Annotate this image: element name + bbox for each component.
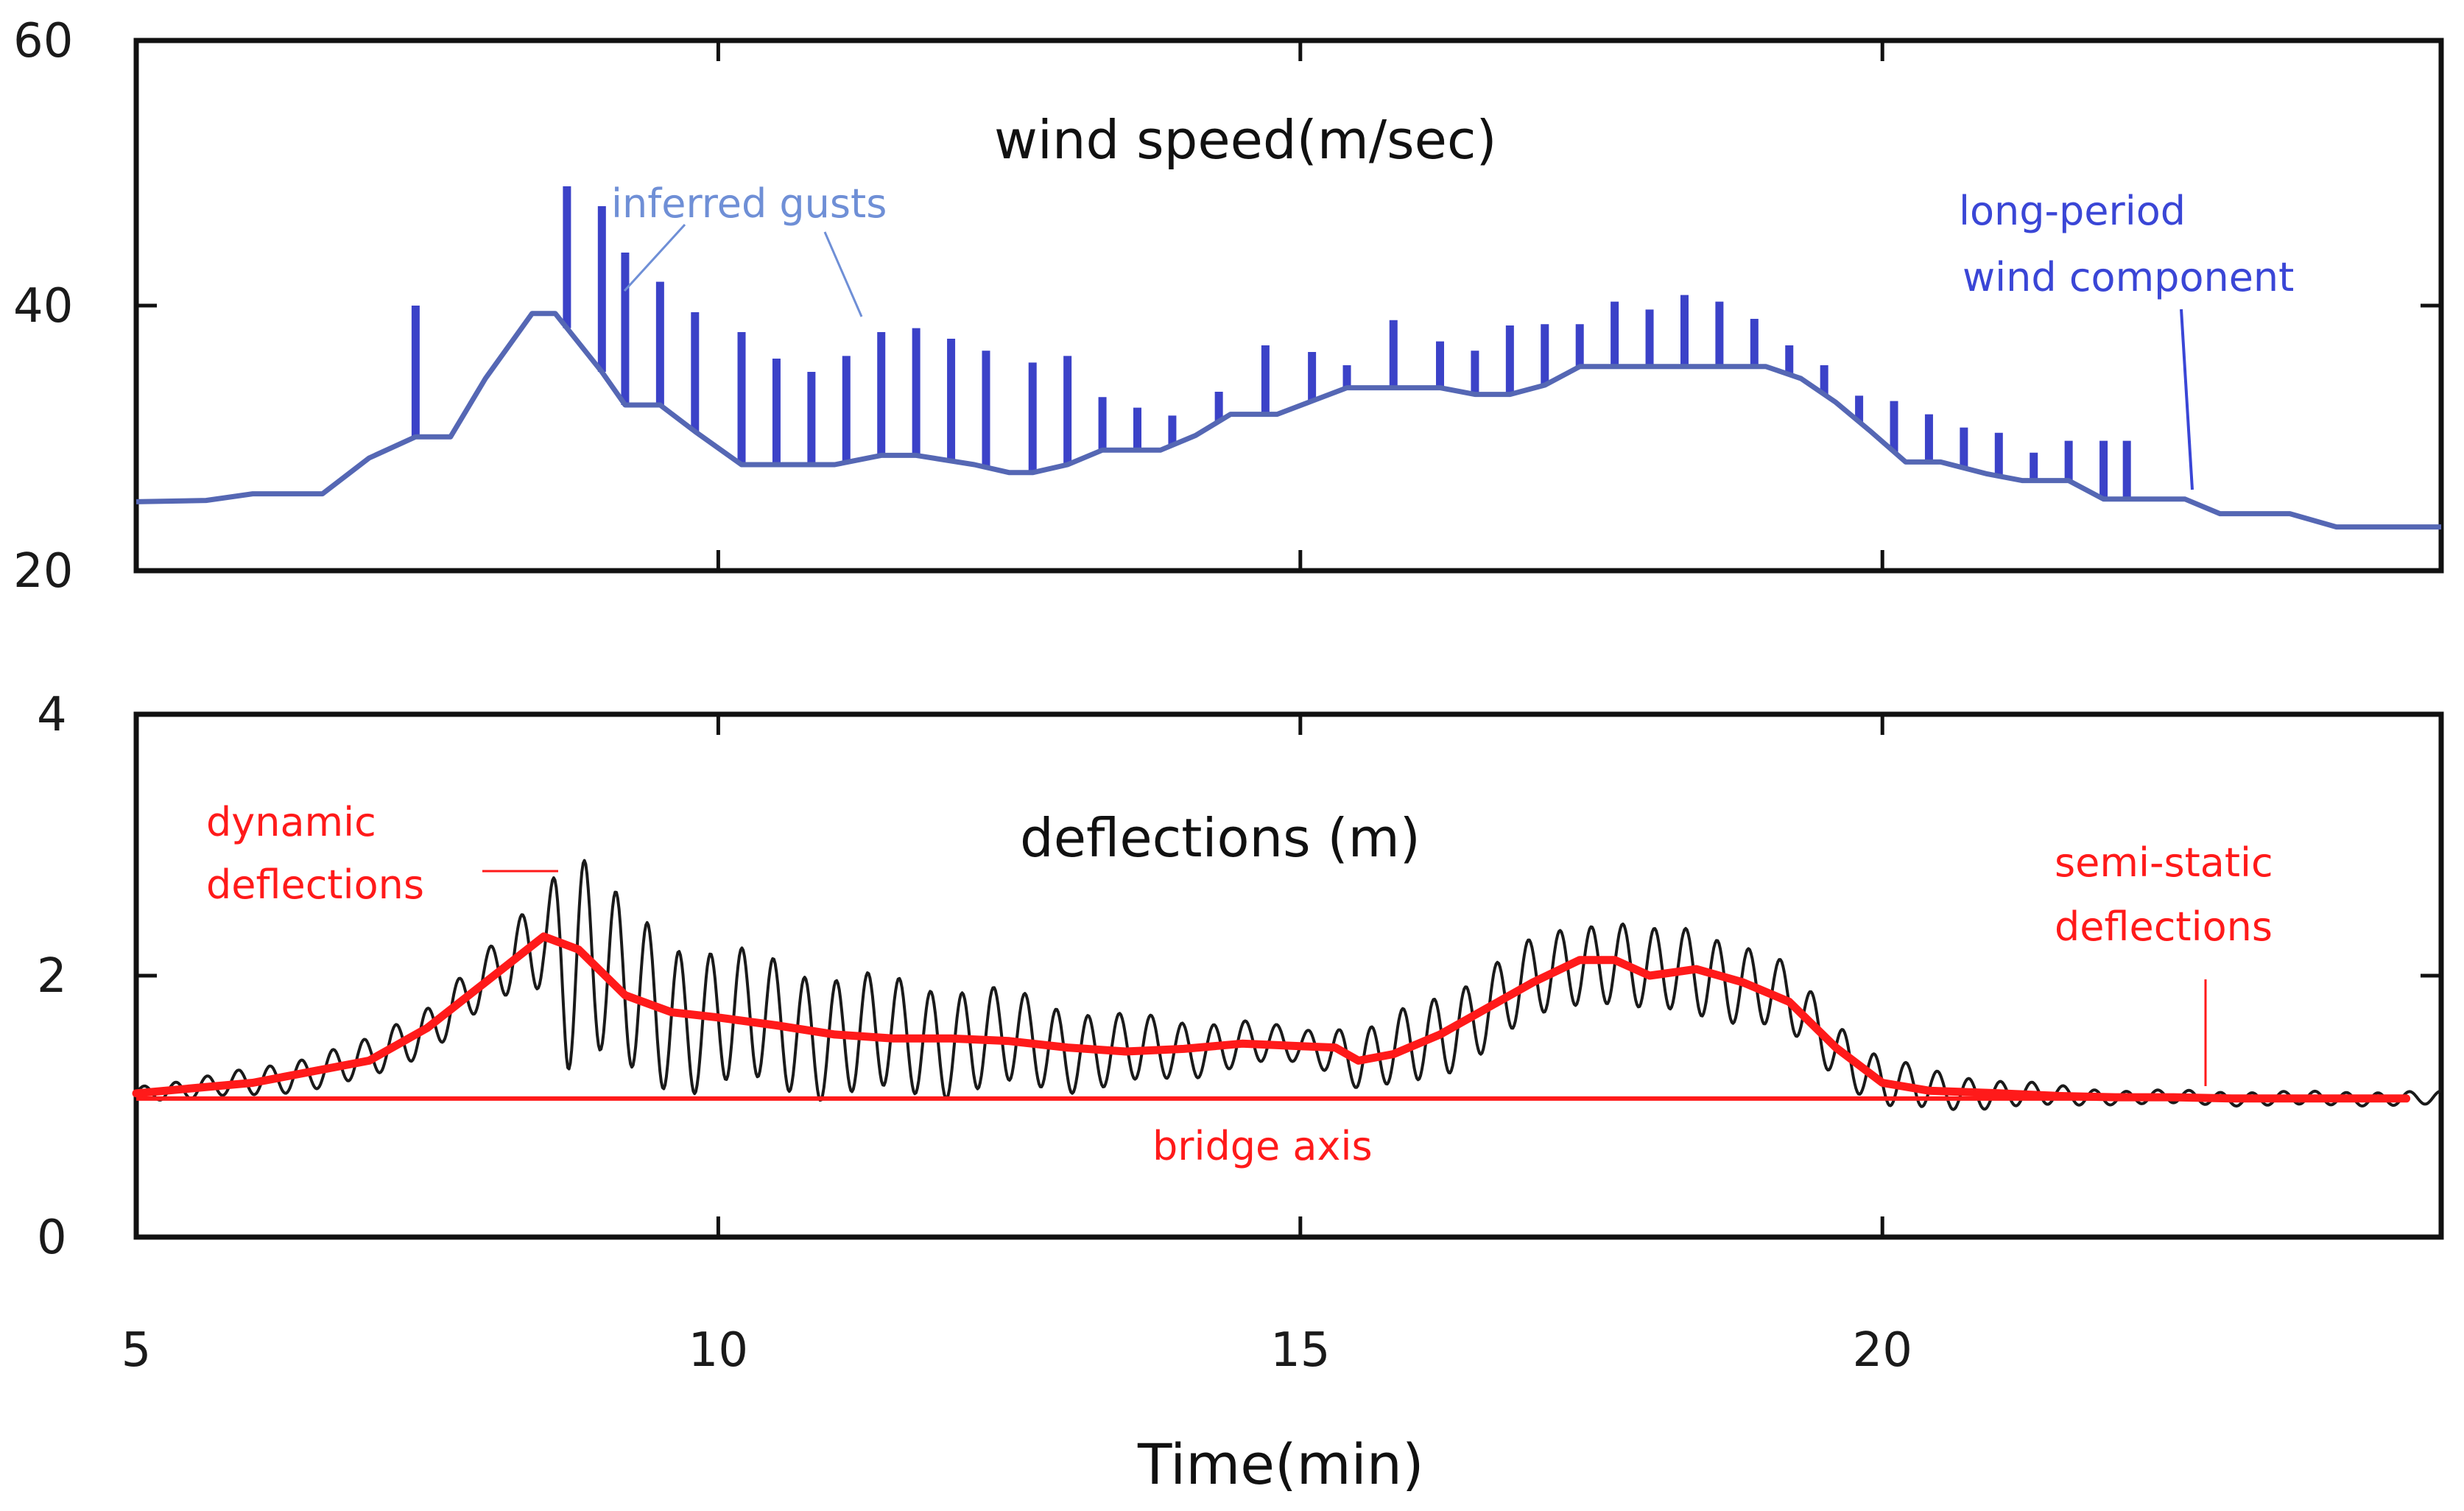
deflection-y-tick-label: 4 [37, 688, 67, 742]
inferred-gusts-pointer-2 [823, 231, 863, 317]
inferred-gusts-label: inferred gusts [611, 180, 887, 227]
wind-y-tick-label: 40 [13, 279, 73, 334]
inferred-gusts-annotation: inferred gusts [611, 180, 887, 317]
time-x-tick-label: 15 [1270, 1323, 1330, 1378]
wind-y-tick-label: 20 [13, 544, 73, 599]
long-period-label-line1: long-period [1959, 188, 2186, 234]
inferred-gusts-pointer-1 [623, 223, 686, 292]
semi-static-deflections-line [132, 932, 2411, 1103]
inferred-gusts-bars [411, 186, 2131, 499]
wind-panel-title: wind speed(m/sec) [994, 109, 1497, 171]
semi-static-label-line1: semi-static [2055, 839, 2273, 886]
time-x-tick-label: 5 [122, 1323, 152, 1378]
long-period-annotation: long-period wind component [1959, 188, 2294, 490]
dynamic-label-line2: deflections [206, 862, 424, 908]
long-period-label-line2: wind component [1963, 254, 2294, 300]
deflection-y-tick-label: 0 [37, 1211, 67, 1265]
time-x-tick-labels: 5 10 15 20 [122, 1323, 1912, 1378]
deflection-ticks [136, 714, 2441, 1237]
long-period-wind-line [135, 311, 2441, 530]
wind-y-tick-label: 60 [13, 14, 73, 68]
deflection-panel: 0 2 4 5 10 15 20 deflections (m) dynamic defl… [37, 688, 2444, 1378]
semi-static-annotation: semi-static deflections [2055, 839, 2273, 1086]
wind-ticks [136, 40, 2441, 571]
bridge-axis-label: bridge axis [1152, 1123, 1373, 1169]
deflection-y-tick-labels: 0 2 4 [37, 688, 67, 1265]
deflection-y-tick-label: 2 [37, 949, 67, 1004]
dynamic-deflections-annotation: dynamic deflections [206, 799, 558, 908]
dynamic-label-line1: dynamic [206, 799, 376, 845]
dynamic-deflections-line [135, 859, 2442, 1111]
deflection-panel-title: deflections (m) [1020, 807, 1421, 869]
wind-y-tick-labels: 20 40 60 [13, 14, 73, 599]
time-x-tick-label: 10 [689, 1323, 748, 1378]
time-x-tick-label: 20 [1852, 1323, 1912, 1378]
x-axis-label: Time(min) [1137, 1431, 1424, 1497]
semi-static-label-line2: deflections [2055, 904, 2273, 950]
long-period-pointer [2180, 309, 2194, 490]
